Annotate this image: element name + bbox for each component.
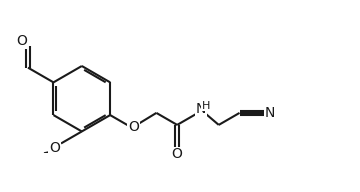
- Text: H: H: [202, 101, 210, 111]
- Text: N: N: [195, 102, 206, 116]
- Text: O: O: [17, 34, 27, 48]
- Text: N: N: [264, 106, 275, 120]
- Text: O: O: [172, 147, 183, 161]
- Text: O: O: [49, 141, 60, 155]
- Text: O: O: [128, 120, 139, 134]
